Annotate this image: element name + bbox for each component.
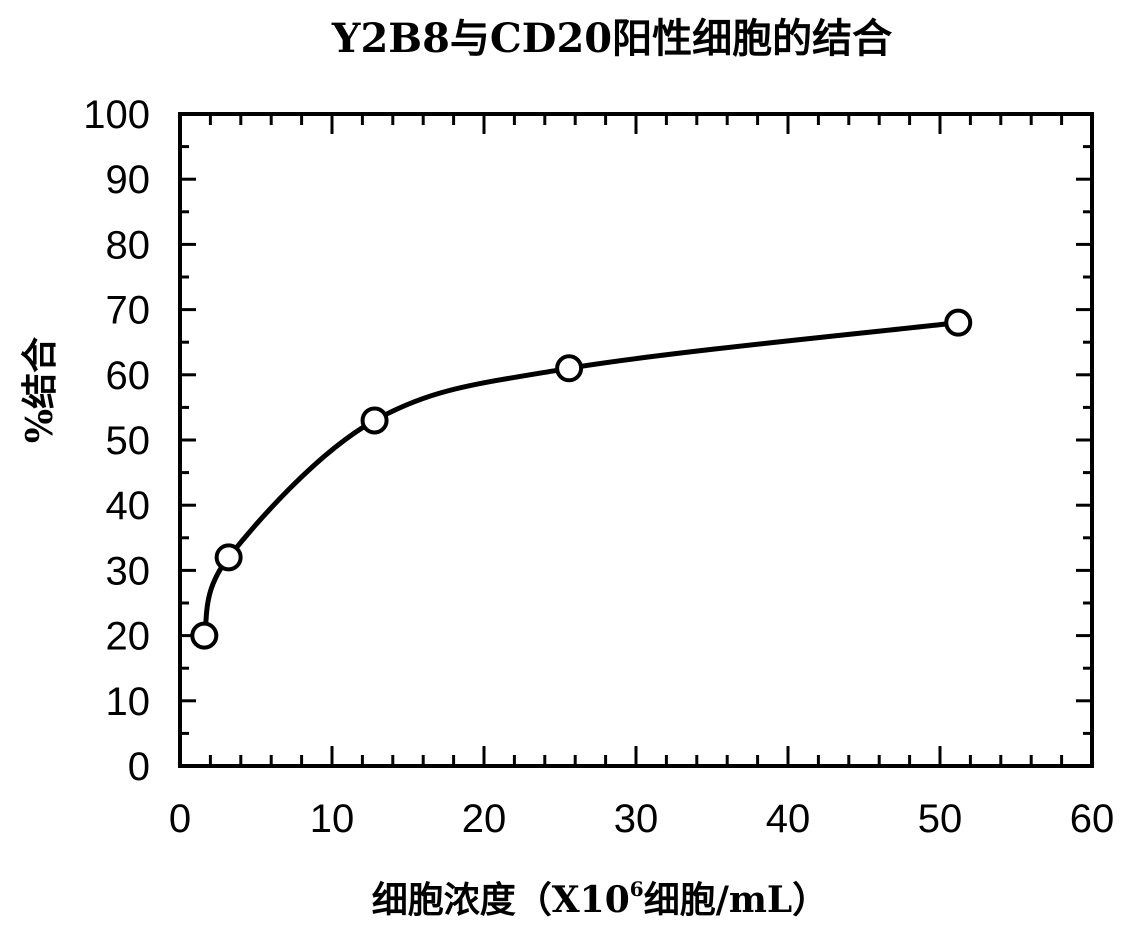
x-tick-label: 60 [1070,797,1115,841]
chart-title: Y2B8与CD20阳性细胞的结合 [331,15,892,62]
data-series [192,311,970,648]
y-tick-label: 80 [106,223,151,267]
y-tick-label: 100 [83,93,150,137]
data-point [557,356,581,380]
y-tick-label: 0 [128,745,150,789]
x-tick-label: 10 [310,797,355,841]
y-tick-label: 30 [106,549,151,593]
x-tick-label: 0 [169,797,191,841]
data-point [946,311,970,335]
x-tick-label: 50 [918,797,963,841]
x-axis-label-superscript: 6 [630,877,644,901]
data-point [363,408,387,432]
y-tick-labels: 0 10 20 30 40 50 60 70 80 90 100 [83,93,150,789]
y-tick-label: 40 [106,484,151,528]
x-axis-label-suffix: 细胞/mL） [644,879,829,921]
y-tick-label: 70 [106,289,151,333]
y-tick-label: 50 [106,419,151,463]
x-tick-labels: 0 10 20 30 40 50 60 [169,797,1114,841]
x-tick-label: 20 [462,797,507,841]
x-tick-label: 30 [614,797,659,841]
x-tick-label: 40 [766,797,811,841]
y-tick-label: 60 [106,354,151,398]
y-tick-label: 10 [106,680,151,724]
data-point [217,545,241,569]
y-tick-label: 90 [106,158,151,202]
y-axis-label: %结合 [19,337,61,443]
y-tick-label: 20 [106,615,151,659]
x-axis-label: 细胞浓度（X106细胞/mL） [372,877,829,921]
plot-frame [180,114,1092,766]
x-axis-label-prefix: 细胞浓度（X10 [372,879,630,921]
data-point [192,624,216,648]
axis-ticks [180,114,1092,766]
